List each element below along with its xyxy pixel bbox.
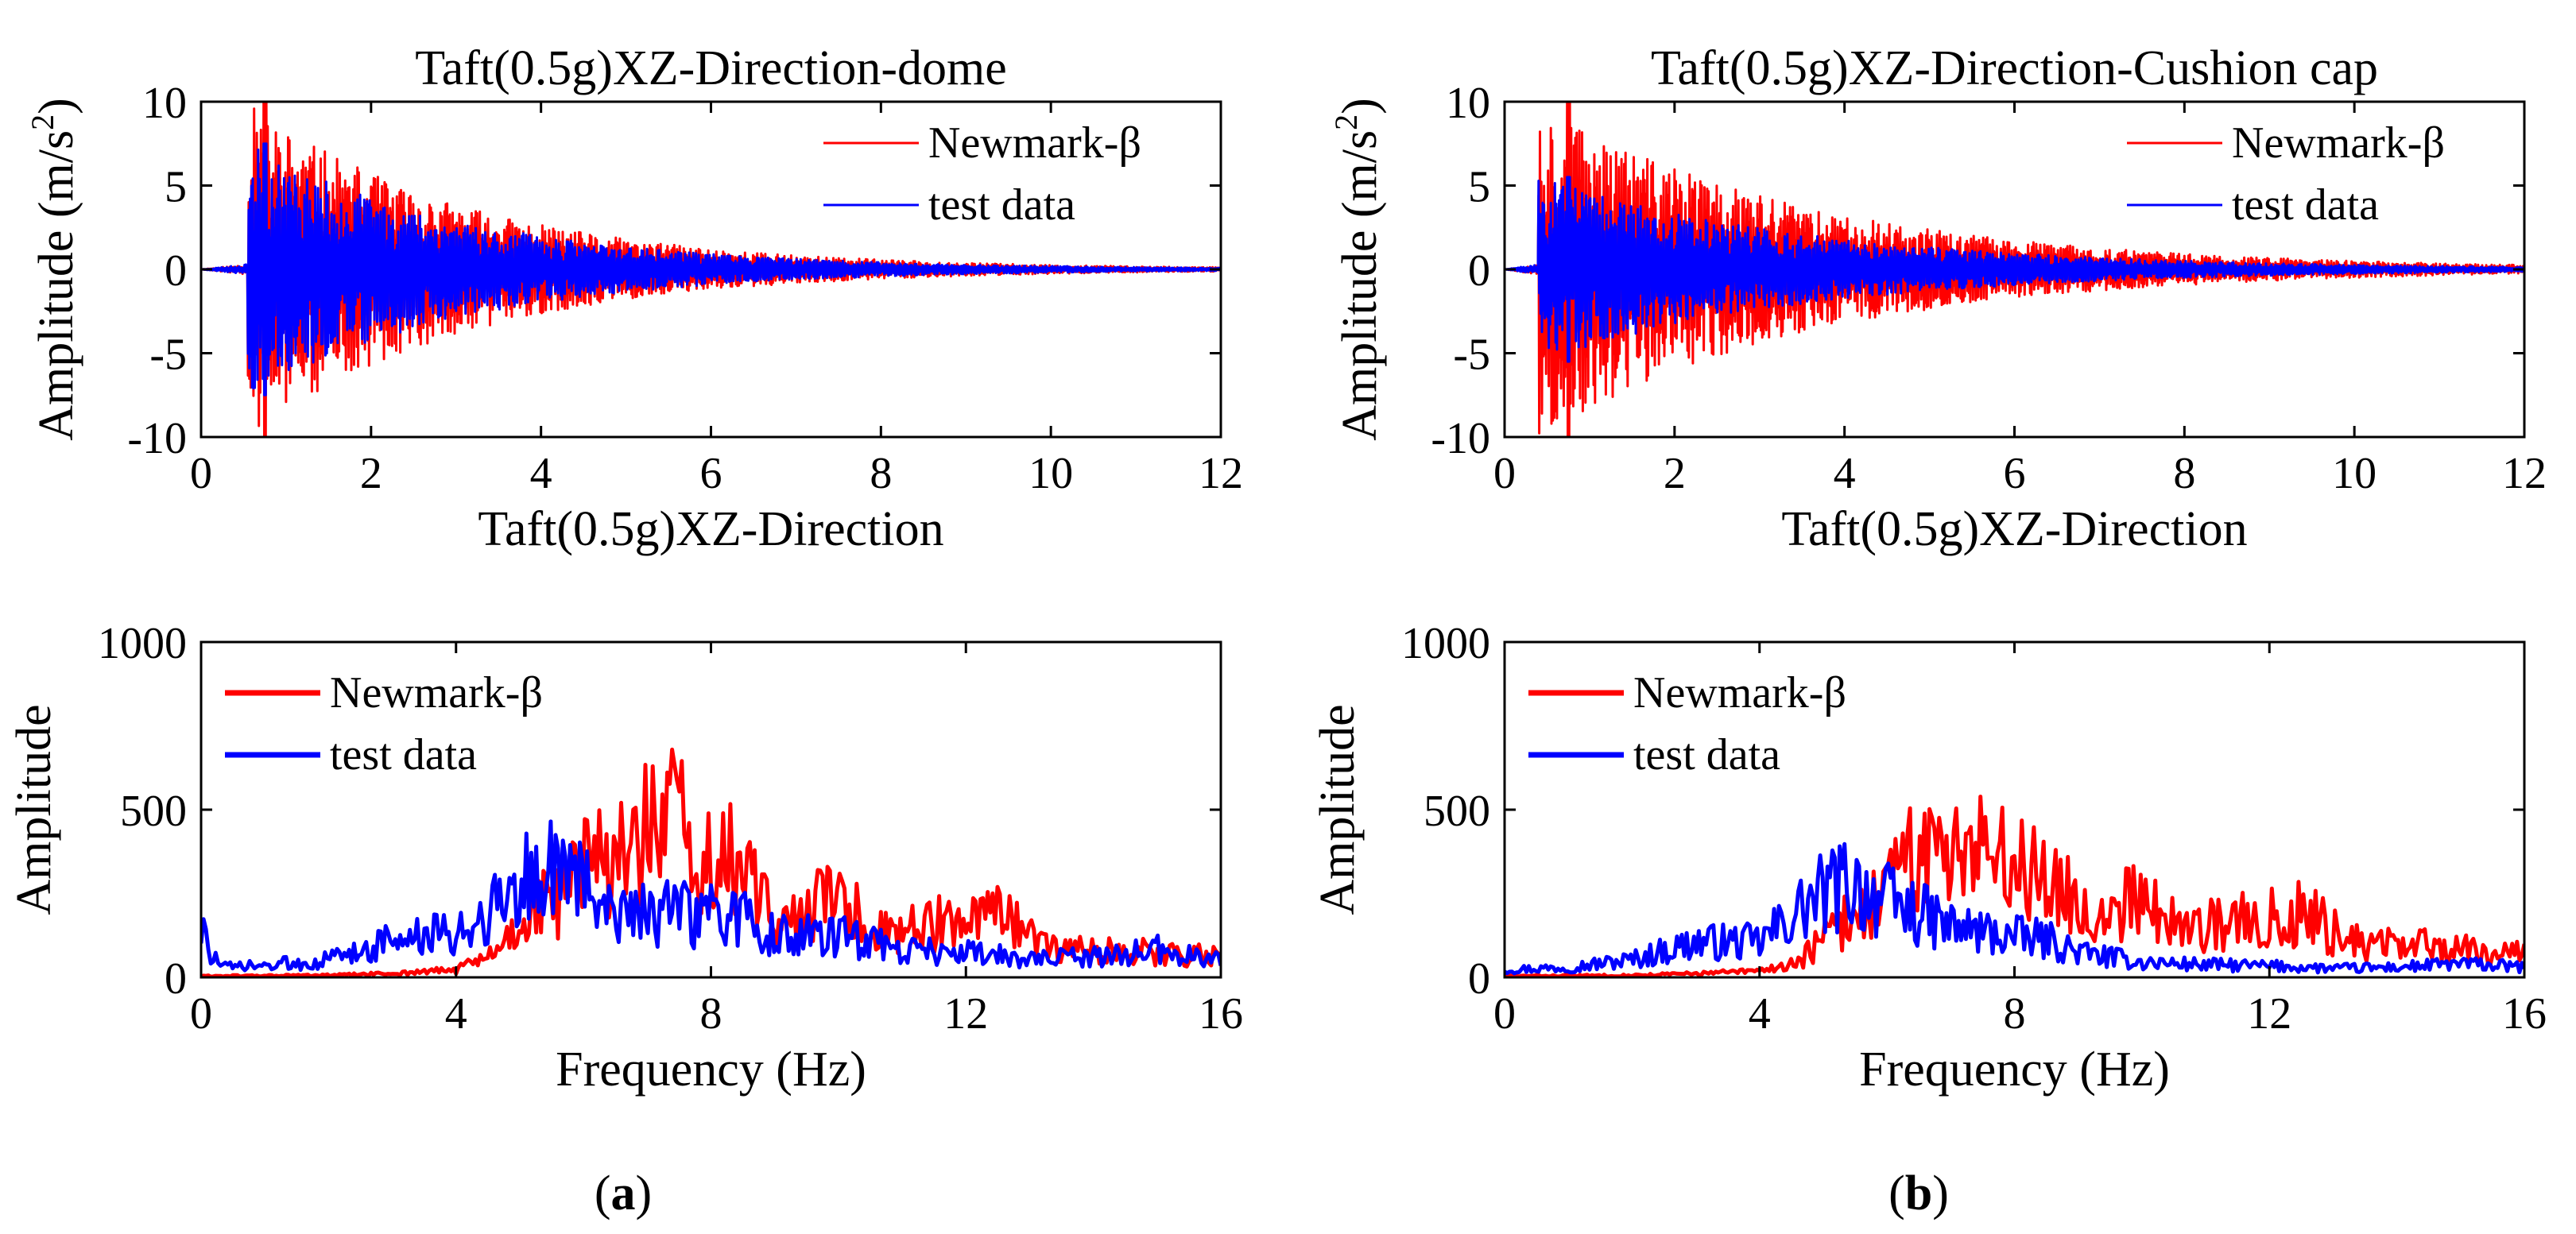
chart-a-freq: 0 4 8 12 16 0 500 1000 Frequency (Hz) Amplitude Ne… <box>7 619 1243 1097</box>
x-tick-label: 0 <box>190 449 212 498</box>
legend: Newmark-β test data <box>225 668 543 779</box>
chart-b-freq: 0 4 8 12 16 0 500 1000 Frequency (Hz) Amplitude Ne… <box>1311 619 2547 1097</box>
series-group <box>1505 102 2524 437</box>
y-tick-label: 0 <box>1468 246 1490 296</box>
x-tick-label: 0 <box>1493 449 1516 498</box>
y-tick-label: 1000 <box>98 619 187 668</box>
y-tick-label: 500 <box>1424 787 1490 836</box>
y-tick-label: 0 <box>1468 954 1490 1004</box>
legend-label: test data <box>330 730 477 779</box>
legend-label: test data <box>2232 180 2379 230</box>
series-line-test-data <box>201 142 1221 397</box>
legend-label: Newmark-β <box>330 668 543 718</box>
x-tick-label: 6 <box>700 449 722 498</box>
x-tick-label: 10 <box>1028 449 1073 498</box>
legend-label: test data <box>928 180 1075 230</box>
x-tick-label: 16 <box>2502 989 2547 1039</box>
caption-a: (a) <box>595 1166 652 1220</box>
y-tick-label: -10 <box>127 414 187 463</box>
y-tick-label: 5 <box>1468 163 1490 212</box>
y-tick-label: -5 <box>149 331 187 380</box>
series-group <box>201 102 1221 437</box>
y-tick-label: -10 <box>1431 414 1490 463</box>
x-tick-label: 4 <box>1749 989 1771 1039</box>
x-tick-label: 10 <box>2332 449 2377 498</box>
y-axis-label: Amplitude <box>7 704 61 915</box>
y-tick-label: 5 <box>165 163 187 212</box>
legend: Newmark-β test data <box>2127 118 2445 230</box>
x-tick-label: 0 <box>190 989 212 1039</box>
chart-a-time: 0 2 4 6 8 10 12 -10 -5 0 5 10 Taft(0.5g)XZ-Direction… <box>25 41 1243 556</box>
y-axis-label: Amplitude (m/s2) <box>1328 98 1387 441</box>
y-tick-label: -5 <box>1453 331 1490 380</box>
series-line-newmark <box>1505 102 2524 437</box>
chart-b-time: 0 2 4 6 8 10 12 -10 -5 0 5 10 Taft(0.5g)XZ-Direction… <box>1328 41 2547 556</box>
series-line-test-data <box>1505 841 2524 976</box>
series-line-newmark <box>1505 795 2524 977</box>
x-tick-label: 6 <box>2004 449 2026 498</box>
x-tick-label: 2 <box>360 449 382 498</box>
y-tick-label: 0 <box>165 246 187 296</box>
series-group <box>201 747 1221 977</box>
x-tick-label: 12 <box>1199 449 1243 498</box>
legend-label: Newmark-β <box>928 118 1141 168</box>
chart-title: Taft(0.5g)XZ-Direction-dome <box>415 41 1007 95</box>
x-axis-label: Frequency (Hz) <box>1859 1043 2170 1097</box>
x-axis-label: Taft(0.5g)XZ-Direction <box>478 502 943 556</box>
x-tick-label: 8 <box>2004 989 2026 1039</box>
legend: Newmark-β test data <box>823 118 1141 230</box>
x-tick-label: 4 <box>1834 449 1856 498</box>
x-tick-label: 12 <box>943 989 988 1039</box>
caption-b: (b) <box>1888 1166 1949 1220</box>
y-tick-label: 0 <box>165 954 187 1004</box>
legend-label: Newmark-β <box>2232 118 2445 168</box>
legend-label: test data <box>1633 730 1780 779</box>
x-tick-label: 12 <box>2502 449 2547 498</box>
series-group <box>1505 795 2524 977</box>
y-tick-label: 10 <box>1446 79 1490 128</box>
y-axis-label: Amplitude (m/s2) <box>25 98 83 441</box>
x-tick-label: 8 <box>700 989 722 1039</box>
x-tick-label: 8 <box>870 449 892 498</box>
x-tick-label: 4 <box>530 449 552 498</box>
y-tick-label: 500 <box>120 787 187 836</box>
x-tick-label: 2 <box>1664 449 1686 498</box>
y-tick-label: 1000 <box>1401 619 1490 668</box>
x-axis-label: Frequency (Hz) <box>556 1043 866 1097</box>
x-tick-label: 8 <box>2173 449 2195 498</box>
y-axis-label: Amplitude <box>1311 704 1365 915</box>
series-line-test-data <box>201 819 1221 973</box>
y-tick-label: 10 <box>142 79 187 128</box>
legend-label: Newmark-β <box>1633 668 1846 718</box>
series-line-test-data <box>1505 176 2524 363</box>
x-tick-label: 0 <box>1493 989 1516 1039</box>
x-tick-label: 4 <box>445 989 467 1039</box>
x-tick-label: 16 <box>1199 989 1243 1039</box>
chart-title: Taft(0.5g)XZ-Direction-Cushion cap <box>1651 41 2378 95</box>
x-axis-label: Taft(0.5g)XZ-Direction <box>1781 502 2247 556</box>
x-tick-label: 12 <box>2247 989 2291 1039</box>
legend: Newmark-β test data <box>1528 668 1846 779</box>
